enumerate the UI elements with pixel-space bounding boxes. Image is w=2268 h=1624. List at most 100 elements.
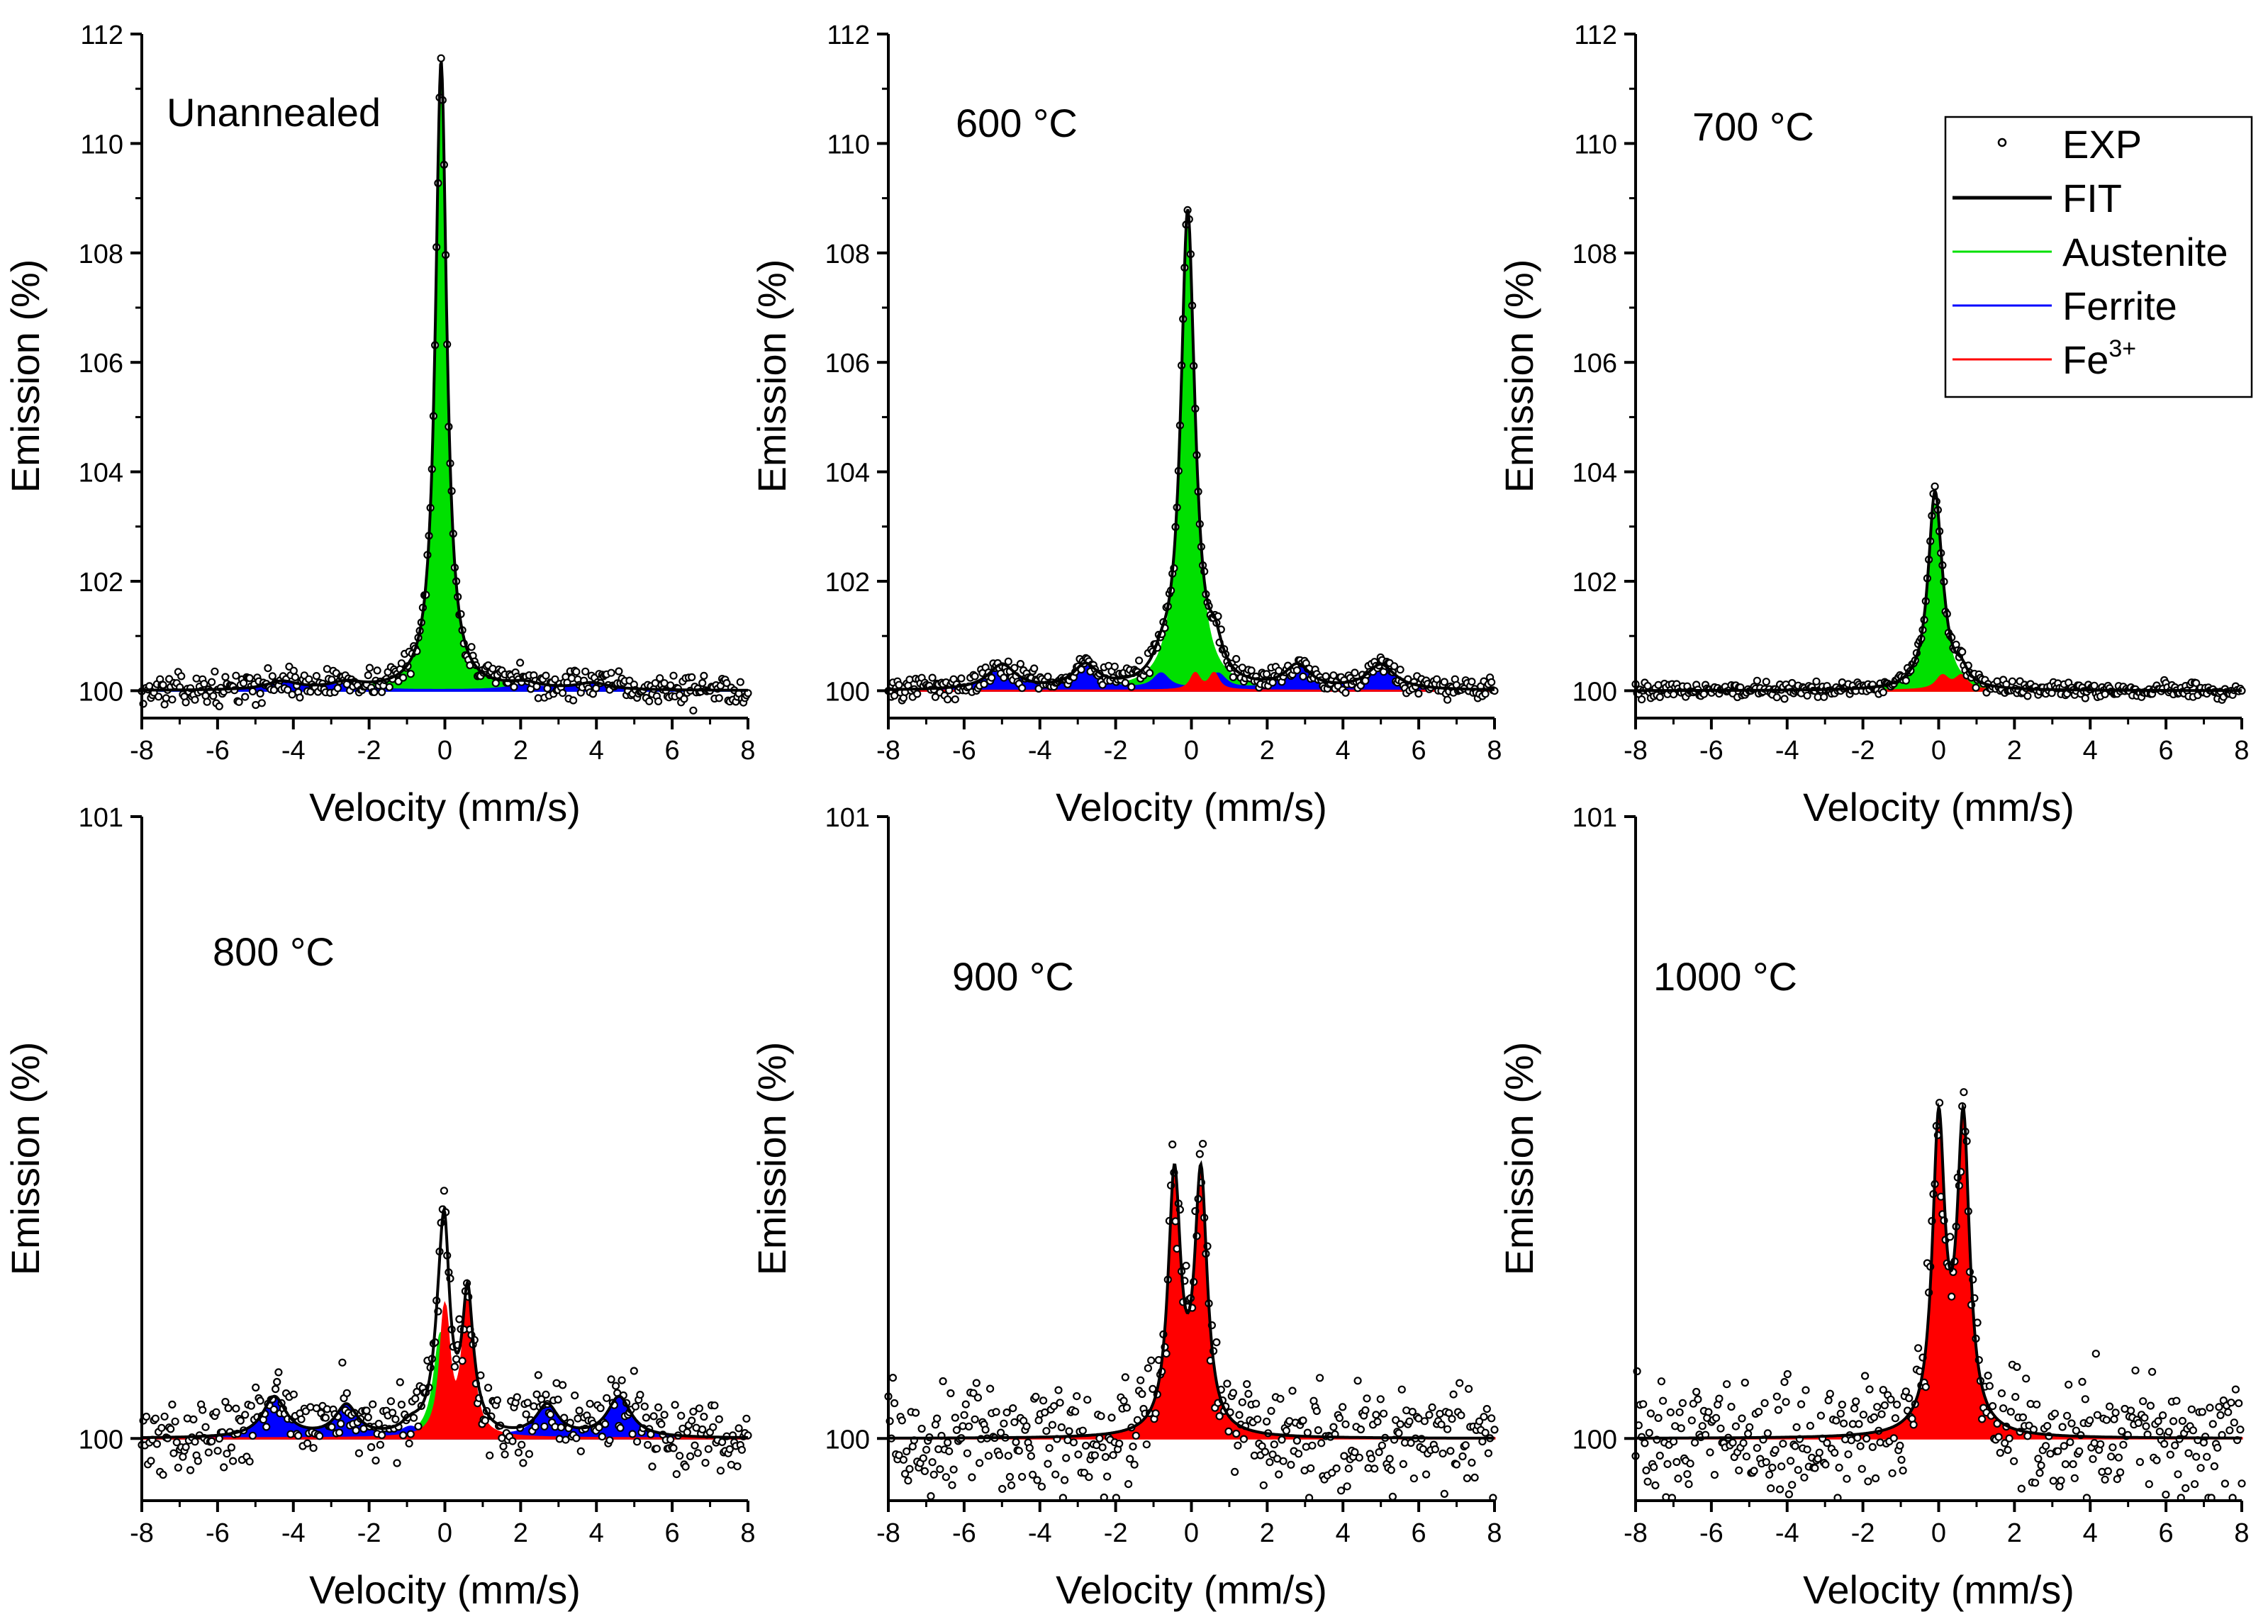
exp-point	[245, 1457, 254, 1466]
y-axis-title: Emission (%)	[1497, 1042, 1541, 1276]
y-axis-title: Emission (%)	[749, 259, 794, 493]
exp-point	[562, 1435, 570, 1444]
chart-panel-5: -8 -6 -4 -2 0 2 4 6 8 100 101 Velocity (mm/s) Emissi…	[749, 803, 1502, 1612]
exp-points	[1631, 1088, 2246, 1502]
exp-point	[172, 1438, 181, 1447]
exp-point	[321, 1413, 330, 1422]
exp-point	[1763, 1429, 1772, 1438]
exp-point	[2086, 1416, 2094, 1425]
exp-point	[1797, 1400, 1806, 1409]
exp-point	[269, 1405, 278, 1413]
exp-point	[1278, 1435, 1286, 1444]
exp-point	[677, 1411, 686, 1420]
exp-point	[1375, 1448, 1383, 1457]
exp-point	[1129, 1442, 1137, 1451]
y-axis-title: Emission (%)	[1497, 259, 1541, 493]
exp-point	[963, 1449, 972, 1457]
exp-point	[693, 1449, 702, 1457]
exp-point	[1144, 1364, 1153, 1372]
exp-point	[2075, 1447, 2084, 1455]
exp-point	[513, 1393, 521, 1401]
exp-point	[1490, 1426, 1499, 1434]
exp-point	[362, 1406, 371, 1415]
exp-point	[895, 681, 903, 689]
component-area-fe3plus	[140, 1297, 749, 1440]
exp-point	[1468, 1458, 1476, 1467]
exp-point	[1409, 1474, 1419, 1483]
exp-point	[575, 1406, 583, 1415]
exp-point	[2189, 1426, 2197, 1435]
exp-point	[2089, 1455, 2097, 1463]
exp-point	[232, 671, 240, 680]
exp-point	[985, 1384, 995, 1393]
x-tick-label: 8	[740, 736, 755, 766]
exp-point	[1235, 1411, 1244, 1419]
x-tick-label: -8	[1624, 1518, 1648, 1548]
exp-point	[1373, 1417, 1382, 1426]
exp-point	[2091, 1350, 2100, 1358]
exp-point	[1097, 1412, 1105, 1421]
exp-point	[1299, 672, 1307, 681]
x-tick-label: -4	[281, 1518, 306, 1548]
exp-point	[1753, 676, 1761, 685]
x-tick-label: -8	[876, 1518, 900, 1548]
exp-point	[208, 678, 216, 686]
exp-point	[1037, 1482, 1046, 1491]
exp-point	[567, 674, 576, 683]
exp-point	[1948, 1292, 1956, 1301]
exp-point	[1654, 1413, 1663, 1423]
y-tick-label: 102	[79, 568, 123, 598]
exp-point	[2224, 1408, 2233, 1416]
exp-point	[1677, 1424, 1685, 1433]
y-tick-label: 104	[825, 459, 870, 488]
exp-point	[571, 1391, 579, 1400]
exp-point	[973, 1393, 983, 1402]
exp-point	[376, 1440, 385, 1449]
exp-point	[2236, 1426, 2245, 1434]
y-tick-label: 108	[79, 240, 123, 269]
x-tick-label: 0	[1184, 1518, 1199, 1548]
exp-point	[1742, 1452, 1750, 1461]
exp-point	[1335, 1413, 1344, 1423]
exp-point	[895, 1451, 903, 1460]
exp-point	[160, 700, 169, 709]
exp-point	[1816, 1411, 1825, 1420]
exp-point	[1015, 1447, 1023, 1455]
exp-point	[1777, 1462, 1786, 1471]
x-tick-label: 8	[2234, 1518, 2249, 1548]
exp-point	[2227, 1399, 2235, 1407]
y-axis-title: Emission (%)	[3, 1042, 48, 1276]
exp-point	[191, 1438, 199, 1446]
exp-point	[576, 1447, 585, 1455]
exp-point	[191, 695, 199, 704]
exp-point	[1121, 1373, 1129, 1382]
exp-point	[680, 695, 688, 703]
exp-point	[952, 1426, 961, 1435]
exp-point	[458, 1357, 467, 1365]
exp-point	[269, 685, 278, 695]
exp-point	[929, 1470, 938, 1479]
exp-point	[1388, 1492, 1397, 1501]
exp-point	[405, 1439, 413, 1447]
exp-point	[373, 666, 381, 675]
exp-point	[256, 1396, 264, 1405]
exp-point	[618, 1376, 626, 1384]
exp-point	[1355, 1453, 1363, 1462]
exp-point	[951, 1413, 959, 1422]
exp-point	[2210, 1462, 2218, 1471]
exp-point	[1698, 1422, 1706, 1430]
exp-point	[1032, 1392, 1040, 1401]
x-tick-label: -8	[130, 736, 154, 766]
exp-point	[554, 1395, 562, 1404]
exp-point	[1784, 1490, 1793, 1499]
exp-point	[168, 1400, 177, 1409]
exp-point	[980, 680, 988, 688]
exp-point	[742, 1414, 751, 1423]
exp-point	[531, 1423, 540, 1431]
legend-label-austenite: Austenite	[2062, 230, 2228, 274]
exp-point	[398, 1431, 408, 1440]
x-tick-label: -2	[1104, 736, 1128, 766]
x-tick-label: -6	[1699, 736, 1724, 766]
exp-point	[946, 1389, 955, 1398]
exp-point	[1268, 678, 1277, 687]
